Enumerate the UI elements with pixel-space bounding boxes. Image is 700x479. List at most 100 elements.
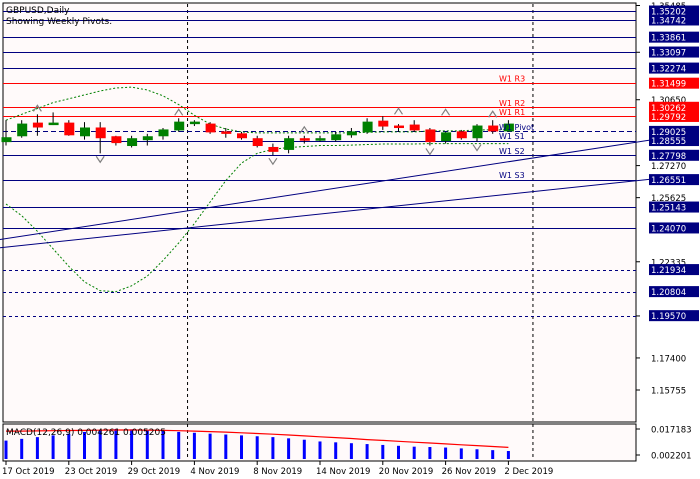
candle-28 <box>425 127 436 146</box>
macd-bar-21 <box>318 441 322 459</box>
date-axis-label: 14 Nov 2019 <box>316 467 370 477</box>
macd-label: MACD(12,26,9) 0.004261 0.005205 <box>6 428 166 438</box>
macd-bar-23 <box>349 443 353 459</box>
candle-body <box>1 137 12 143</box>
fractal-arrows <box>32 104 498 166</box>
price-tag-label: 1.34742 <box>651 16 686 26</box>
candle-19 <box>284 135 295 154</box>
candle-30 <box>456 129 467 140</box>
macd-series <box>4 428 510 459</box>
candle-body <box>205 123 216 133</box>
price-tag-box <box>649 62 699 74</box>
macd-bar-33 <box>506 451 510 459</box>
price-tag-box <box>649 310 699 322</box>
date-axis-label: 8 Nov 2019 <box>253 467 302 477</box>
candle-body <box>425 129 436 143</box>
candle-body <box>17 123 28 137</box>
fractal-up-arrow-1 <box>32 104 42 112</box>
candle-body <box>111 136 122 144</box>
candle-body <box>503 123 514 132</box>
macd-bar-8 <box>114 428 118 459</box>
price-tag-label: 1.35202 <box>651 8 686 18</box>
price-tag-label: 1.19570 <box>651 312 686 322</box>
price-axis-label: 1.15755 <box>651 387 686 397</box>
candle-17 <box>252 135 263 148</box>
pivot-label-W1-R3: W1 R3 <box>499 75 525 84</box>
candle-body <box>32 122 43 128</box>
candle-body <box>409 124 420 131</box>
candle-body <box>80 127 90 137</box>
price-tag-label: 1.26551 <box>651 176 686 186</box>
fractal-up-arrow-5 <box>441 108 451 116</box>
candle-14 <box>205 122 216 134</box>
candle-8 <box>111 135 122 146</box>
candle-body <box>64 122 75 136</box>
macd-bar-1 <box>4 440 8 459</box>
candle-1 <box>1 120 12 146</box>
fractal-up-arrow-6 <box>488 110 498 118</box>
macd-axis-label: 0.017183 <box>651 426 692 436</box>
macd-bar-16 <box>240 435 243 459</box>
price-axis-label: 1.30650 <box>651 96 686 106</box>
bollinger-lower-band <box>5 143 509 293</box>
price-tag-box <box>649 46 699 58</box>
candle-10 <box>142 133 153 146</box>
price-axis-label: 1.22335 <box>651 258 686 268</box>
macd-bar-12 <box>177 431 181 459</box>
date-axis-label: 23 Oct 2019 <box>65 467 118 477</box>
main-plot-area[interactable] <box>2 2 637 423</box>
candle-body <box>394 125 404 129</box>
price-tag-box <box>649 125 699 137</box>
macd-bar-20 <box>302 439 306 459</box>
date-axis-label: 20 Nov 2019 <box>379 467 433 477</box>
candle-body <box>456 131 467 139</box>
macd-bar-5 <box>67 433 71 459</box>
price-axis-label: 1.25625 <box>651 194 686 204</box>
candle-body <box>315 138 326 141</box>
macd-bar-14 <box>208 433 212 459</box>
price-tag-label: 1.31499 <box>651 80 686 90</box>
trendline-2 <box>0 177 666 249</box>
price-tag-label: 1.28555 <box>651 137 686 147</box>
candle-body <box>284 138 295 150</box>
pivot-label-W1-S2: W1 S2 <box>499 147 525 156</box>
macd-bar-31 <box>475 449 479 459</box>
trendlines <box>0 137 666 249</box>
date-axis-label: 2 Dec 2019 <box>504 467 553 477</box>
candle-body <box>174 121 185 131</box>
price-tag-label: 1.32274 <box>651 65 686 75</box>
macd-bar-19 <box>287 438 291 459</box>
candle-11 <box>158 127 169 140</box>
price-tag-box <box>649 135 699 147</box>
macd-bar-3 <box>35 437 39 459</box>
candle-body <box>237 133 247 139</box>
candle-7 <box>95 122 106 154</box>
macd-bar-25 <box>381 444 385 459</box>
candle-29 <box>441 131 452 144</box>
price-tag-box <box>649 222 699 234</box>
symbol-timeframe: GBPUSD,Daily <box>6 6 70 16</box>
time-axis[interactable]: 17 Oct 2019 23 Oct 2019 29 Oct 2019 4 Nov 2… <box>2 461 553 477</box>
candle-body <box>48 122 59 126</box>
date-axis-label: 17 Oct 2019 <box>2 467 55 477</box>
pivot-label-W1-R2: W1 R2 <box>499 99 525 108</box>
macd-bar-6 <box>83 431 86 459</box>
macd-bar-32 <box>491 450 495 459</box>
candle-3 <box>32 114 43 136</box>
bollinger-bands <box>5 86 509 293</box>
price-tag-label: 1.29025 <box>651 128 686 138</box>
macd-bar-7 <box>98 430 102 459</box>
price-tag-label: 1.30262 <box>651 104 686 114</box>
candle-body <box>268 146 279 152</box>
pivot-label-W1-R1: W1 R1 <box>499 108 525 117</box>
trendline-1 <box>0 137 666 241</box>
macd-bar-4 <box>51 435 55 459</box>
macd-bar-10 <box>145 430 149 459</box>
price-tag-label: 1.29792 <box>651 113 686 123</box>
macd-axis-label: 0.002201 <box>651 452 692 462</box>
candle-body <box>331 134 342 141</box>
macd-bar-27 <box>412 446 416 459</box>
fractal-up-arrow-2 <box>174 108 184 116</box>
